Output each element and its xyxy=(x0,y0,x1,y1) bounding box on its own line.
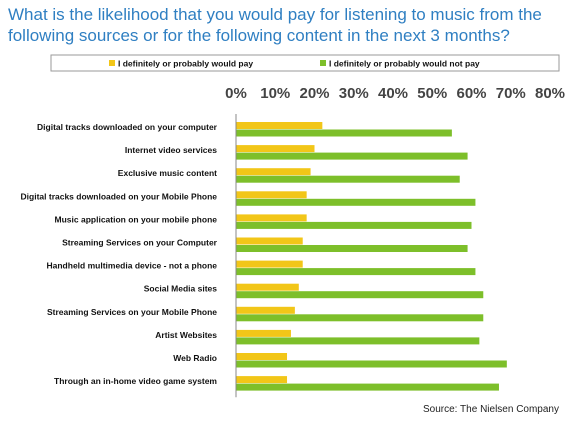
x-tick-label: 40% xyxy=(378,85,408,102)
bar-would-pay xyxy=(236,376,288,384)
x-axis-ticks: 0% 10% 20% 30% 40% 50% 60% 70% 80% xyxy=(225,85,565,102)
x-tick-label: 80% xyxy=(535,85,565,102)
category-label: Music application on your mobile phone xyxy=(55,214,218,224)
x-tick-label: 10% xyxy=(260,85,290,102)
bar-would-not-pay xyxy=(236,360,507,368)
bar-would-not-pay xyxy=(236,337,480,345)
x-tick-label: 0% xyxy=(225,85,247,102)
bar-would-pay xyxy=(236,306,295,314)
legend-swatch-2 xyxy=(320,60,326,66)
bar-would-pay xyxy=(236,145,315,153)
legend: I definitely or probably would pay I defi… xyxy=(50,54,560,72)
bar-would-pay xyxy=(236,237,303,245)
category-label: Digital tracks downloaded on your Mobile… xyxy=(21,191,218,201)
bar-would-not-pay xyxy=(236,245,468,252)
bar-would-pay xyxy=(236,283,299,291)
bar-would-pay xyxy=(236,168,311,176)
category-label: Social Media sites xyxy=(144,284,217,294)
category-label: Exclusive music content xyxy=(118,168,217,178)
legend-label-2: I definitely or probably would not pay xyxy=(329,59,480,69)
source-note: Source: The Nielsen Company xyxy=(423,404,559,415)
category-label: Streaming Services on your Computer xyxy=(62,238,218,248)
chart-title: What is the likelihood that you would pa… xyxy=(8,5,542,45)
category-label: Internet video services xyxy=(125,145,217,155)
bar-would-pay xyxy=(236,329,291,337)
x-tick-label: 50% xyxy=(417,85,447,102)
bar-would-not-pay xyxy=(236,221,472,229)
category-label: Streaming Services on your Mobile Phone xyxy=(47,307,217,317)
bar-would-pay xyxy=(236,214,307,222)
bar-would-not-pay xyxy=(236,129,452,137)
x-tick-label: 20% xyxy=(299,85,329,102)
legend-swatch-1 xyxy=(109,60,115,66)
bar-would-pay xyxy=(236,191,307,199)
plot-area: Digital tracks downloaded on your comput… xyxy=(21,114,507,398)
legend-box xyxy=(50,54,560,72)
x-tick-label: 60% xyxy=(456,85,486,102)
category-label: Handheld multimedia device - not a phone xyxy=(47,261,218,271)
bar-would-pay xyxy=(236,122,323,129)
bar-would-not-pay xyxy=(236,268,476,276)
bar-would-not-pay xyxy=(236,152,468,160)
bar-would-not-pay xyxy=(236,383,499,391)
category-label: Web Radio xyxy=(173,353,217,363)
x-tick-label: 70% xyxy=(496,85,526,102)
bar-would-not-pay xyxy=(236,175,460,183)
category-label: Digital tracks downloaded on your comput… xyxy=(37,122,218,132)
category-label: Through an in-home video game system xyxy=(54,376,217,386)
legend-label-1: I definitely or probably would pay xyxy=(118,59,253,69)
x-tick-label: 30% xyxy=(339,85,369,102)
bar-would-not-pay xyxy=(236,198,476,206)
bar-would-not-pay xyxy=(236,314,484,322)
bar-would-pay xyxy=(236,260,303,268)
bar-would-not-pay xyxy=(236,291,484,299)
category-label: Artist Websites xyxy=(155,330,217,340)
bar-would-pay xyxy=(236,353,288,360)
